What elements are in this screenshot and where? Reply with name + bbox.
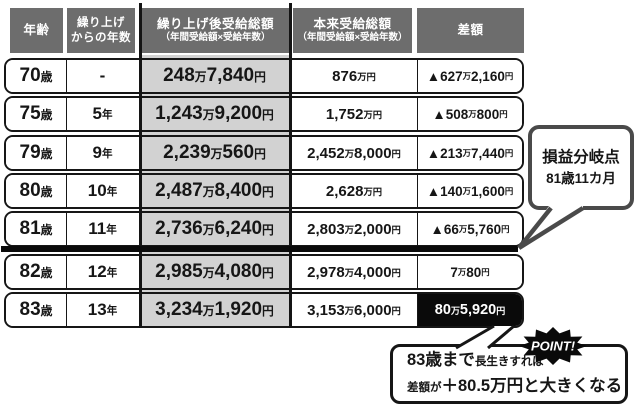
age-cell: 82 歳 xyxy=(6,256,66,288)
after-amount-cell: 248 万 7,840 円 xyxy=(163,65,266,86)
point-callout-line2: 差額が＋80.5万円と大きくなる xyxy=(407,374,625,400)
age-cell: 75 歳 xyxy=(6,98,66,130)
age-cell: 83 歳 xyxy=(6,294,66,326)
diff-cell: ▲66 万 5,760 円 xyxy=(417,213,522,245)
header-after-amount: 繰り上げ後受給総額 （年間受給額×受給年数） xyxy=(142,8,289,53)
table-row-82: 82 歳 12 年 2,985 万 4,080 円 2,978 万 4,000 円 7 万 80 円 xyxy=(4,254,524,290)
band-right-rule xyxy=(289,3,292,328)
breakeven-rule xyxy=(1,246,518,252)
years-cell: 13 年 xyxy=(66,294,138,326)
table-row-83: 83 歳 13 年 3,234 万 1,920 円 3,153 万 6,000 円 80 万 5,9… xyxy=(4,292,524,328)
original-amount-cell: 876 万円 xyxy=(291,60,417,92)
after-amount-column-band xyxy=(142,55,289,328)
diff-cell: ▲140 万 1,600 円 xyxy=(417,175,522,207)
original-amount-cell: 2,803 万 2,000 円 xyxy=(291,213,417,245)
years-cell: - xyxy=(66,60,138,92)
table-row-81: 81 歳 11 年 2,736 万 6,240 円 2,803 万 2,000 円 ▲66 万 5,… xyxy=(4,211,524,247)
header-years: 繰り上げ からの年数 xyxy=(67,8,135,53)
header-age: 年齢 xyxy=(10,8,63,53)
age-cell: 81 歳 xyxy=(6,213,66,245)
after-amount-cell: 3,234 万 1,920 円 xyxy=(155,299,274,320)
point-callout-line1: 83歳まで長生きすれば xyxy=(407,348,625,374)
header-years-line1: 繰り上げ xyxy=(77,16,125,29)
age-cell: 79 歳 xyxy=(6,137,66,169)
point-text-small1: 長生きすれば xyxy=(474,356,544,369)
band-left-rule xyxy=(139,3,142,328)
table-row-70: 70 歳 - 248 万 7,840 円 876 万円 ▲627 万 2,160 円 xyxy=(4,58,524,94)
point-badge-label: POINT! xyxy=(531,339,576,354)
point-text-big2: ＋80.5万円と大きくなる xyxy=(441,377,623,395)
header-after-title: 繰り上げ後受給総額 xyxy=(156,17,274,32)
original-amount-cell: 2,452 万 8,000 円 xyxy=(291,137,417,169)
header-original-sub: （年間受給額×受給年数） xyxy=(297,32,408,44)
header-after-sub: （年間受給額×受給年数） xyxy=(160,32,271,44)
after-amount-cell: 2,736 万 6,240 円 xyxy=(155,218,274,239)
header-diff: 差額 xyxy=(417,8,524,53)
after-amount-cell: 2,985 万 4,080 円 xyxy=(155,261,274,282)
diff-cell: ▲627 万 2,160 円 xyxy=(417,60,522,92)
diff-cell: ▲508 万 800 円 xyxy=(417,98,522,130)
original-amount-cell: 2,628 万円 xyxy=(291,175,417,207)
point-text-big1: 83歳まで xyxy=(407,351,475,370)
diff-cell-highlighted: 80 万 5,920 円 xyxy=(417,294,522,326)
header-diff-label: 差額 xyxy=(457,23,484,38)
point-callout-tail xyxy=(455,324,515,350)
breakeven-value: 81歳11カ月 xyxy=(546,171,616,186)
age-cell: 70 歳 xyxy=(6,60,66,92)
age-cell: 80 歳 xyxy=(6,175,66,207)
after-amount-cell: 2,487 万 8,400 円 xyxy=(155,180,274,201)
table-row-80: 80 歳 10 年 2,487 万 8,400 円 2,628 万円 ▲140 万 1,600 円 xyxy=(4,173,524,209)
breakeven-callout: 損益分岐点 81歳11カ月 xyxy=(528,125,634,210)
point-badge-starburst: POINT! xyxy=(519,327,587,365)
original-amount-cell: 2,978 万 4,000 円 xyxy=(291,256,417,288)
years-cell: 12 年 xyxy=(66,256,138,288)
original-amount-cell: 3,153 万 6,000 円 xyxy=(291,294,417,326)
point-callout: 83歳まで長生きすれば 差額が＋80.5万円と大きくなる xyxy=(390,344,628,404)
diff-cell: ▲213 万 7,440 円 xyxy=(417,137,522,169)
after-amount-cell: 1,243 万 9,200 円 xyxy=(155,103,274,124)
after-amount-cell: 2,239 万 560 円 xyxy=(163,142,266,163)
breakeven-title: 損益分岐点 xyxy=(542,148,620,166)
point-text-small2: 差額が xyxy=(407,382,442,394)
original-amount-cell: 1,752 万円 xyxy=(291,98,417,130)
diff-cell: 7 万 80 円 xyxy=(417,256,522,288)
header-age-label: 年齢 xyxy=(23,23,50,38)
header-original-title: 本来受給総額 xyxy=(313,17,392,32)
header-years-line2: からの年数 xyxy=(71,31,131,44)
breakeven-callout-tail xyxy=(517,205,585,250)
years-cell: 10 年 xyxy=(66,175,138,207)
header-original-amount: 本来受給総額 （年間受給額×受給年数） xyxy=(293,8,412,53)
years-cell: 11 年 xyxy=(66,213,138,245)
starburst-shape xyxy=(519,327,587,365)
